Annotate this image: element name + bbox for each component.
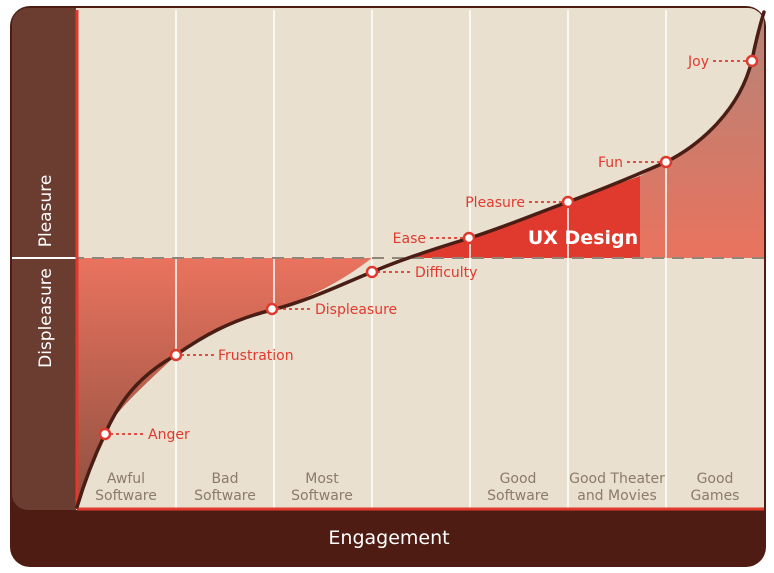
- label-fun: Fun: [598, 155, 623, 171]
- column-label-7b: Games: [691, 488, 740, 504]
- point-fun: [659, 155, 673, 169]
- column-label-3: Most: [305, 471, 339, 487]
- ux-design-label: UX Design: [528, 227, 638, 249]
- displeasure-area: [77, 258, 372, 505]
- point-difficulty: [365, 265, 379, 279]
- label-displeasure: Displeasure: [315, 302, 397, 318]
- column-label-1: Awful: [107, 471, 145, 487]
- engagement-curve: [75, 10, 766, 509]
- label-joy: Joy: [687, 54, 709, 70]
- column-label-7: Good: [697, 471, 734, 487]
- column-dividers: [175, 10, 667, 508]
- label-pleasure: Pleasure: [465, 195, 525, 211]
- side-label-pleasure: Pleasure: [36, 175, 56, 248]
- ux-design-area: [410, 176, 640, 258]
- label-ease: Ease: [393, 231, 426, 247]
- column-label-3b: Software: [291, 488, 353, 504]
- point-frustration: [169, 348, 183, 362]
- point-pleasure: [561, 195, 575, 209]
- label-frustration: Frustration: [218, 348, 294, 364]
- joy-area: [640, 12, 764, 258]
- column-label-5: Good: [500, 471, 537, 487]
- point-ease: [462, 231, 476, 245]
- column-label-6: Good Theater: [569, 471, 665, 487]
- label-anger: Anger: [148, 427, 190, 443]
- point-displeasure: [265, 302, 279, 316]
- side-label-displeasure: Displeasure: [36, 268, 56, 368]
- column-label-1b: Software: [95, 488, 157, 504]
- column-label-6b: and Movies: [577, 488, 657, 504]
- point-joy: [745, 54, 759, 68]
- column-label-2: Bad: [211, 471, 238, 487]
- column-label-5b: Software: [487, 488, 549, 504]
- point-anger: [98, 427, 112, 441]
- x-axis-title: Engagement: [328, 527, 449, 549]
- column-label-2b: Software: [194, 488, 256, 504]
- label-difficulty: Difficulty: [415, 265, 477, 281]
